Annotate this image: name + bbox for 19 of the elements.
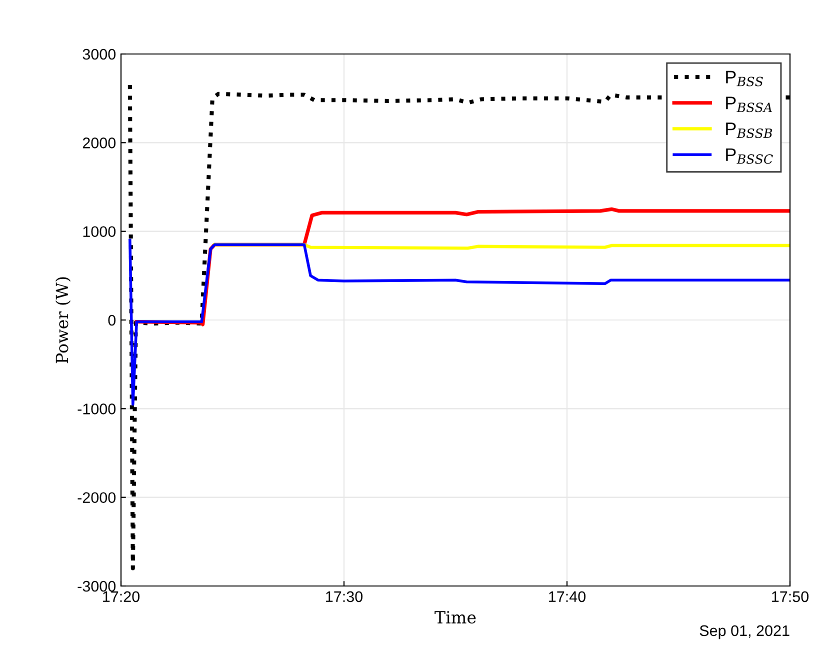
y-axis-title: Power (W) bbox=[55, 277, 71, 364]
x-tick-label: 17:40 bbox=[549, 591, 586, 602]
x-tick-label: 17:20 bbox=[103, 591, 140, 602]
y-tick-label: -3000 bbox=[78, 580, 116, 592]
legend-label: P$_{BSS}$ bbox=[726, 70, 763, 86]
text: Sep 01, 2021 bbox=[700, 625, 790, 640]
line-series bbox=[128, 238, 790, 406]
x-tick-label: 17:30 bbox=[326, 591, 363, 602]
y-tick-label: 1000 bbox=[83, 226, 116, 238]
legend-label: P$_{BSSA}$ bbox=[726, 96, 772, 112]
legend-label: P$_{BSSB}$ bbox=[726, 122, 772, 138]
y-tick-label: 2000 bbox=[82, 138, 116, 148]
y-tick-label: 0 bbox=[108, 314, 116, 326]
x-tick-label: 17:50 bbox=[772, 591, 809, 602]
x-axis-title: Time bbox=[434, 611, 476, 624]
y-tick-label: 3000 bbox=[82, 48, 116, 60]
y-tick-label: -2000 bbox=[78, 492, 116, 504]
legend-label: P$_{BSSC}$ bbox=[726, 148, 773, 164]
y-tick-label: -1000 bbox=[78, 404, 116, 414]
